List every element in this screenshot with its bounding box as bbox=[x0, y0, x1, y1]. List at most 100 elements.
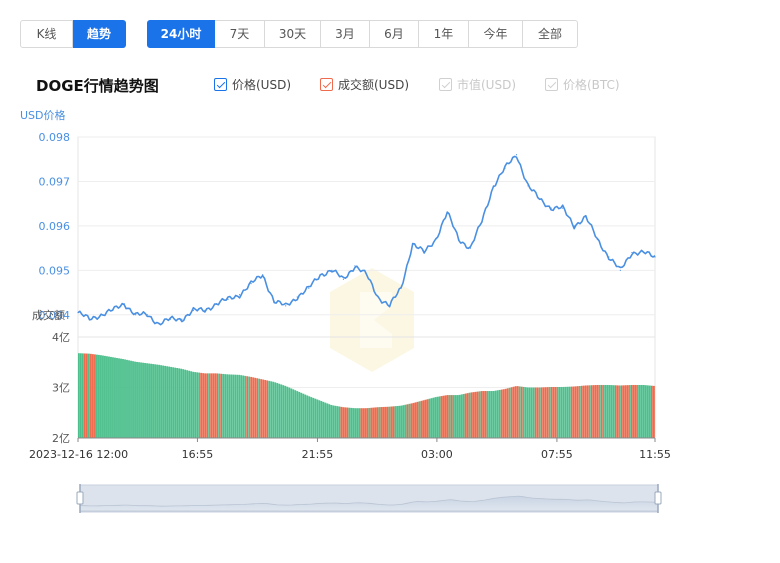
tab-kline[interactable]: K线 bbox=[20, 20, 73, 48]
price-line-layer bbox=[77, 154, 656, 326]
volume-bar bbox=[470, 392, 473, 438]
volume-bar bbox=[584, 385, 587, 438]
volume-bar bbox=[496, 390, 499, 438]
volume-bar bbox=[294, 390, 297, 438]
volume-bar bbox=[96, 354, 98, 438]
volume-bar bbox=[430, 398, 433, 438]
volume-bar bbox=[270, 381, 273, 438]
volume-bar bbox=[106, 356, 108, 438]
price-point bbox=[112, 309, 114, 311]
volume-bar bbox=[304, 394, 307, 438]
volume-bars bbox=[78, 353, 655, 438]
price-point bbox=[377, 296, 379, 298]
price-point bbox=[135, 314, 137, 316]
volume-bar bbox=[200, 372, 203, 438]
volume-bar bbox=[138, 362, 140, 438]
volume-bar bbox=[324, 402, 327, 438]
volume-bar bbox=[604, 384, 607, 438]
tab-30d[interactable]: 30天 bbox=[265, 20, 321, 48]
x-tick-label: 16:55 bbox=[182, 448, 214, 461]
volume-bar bbox=[314, 398, 317, 438]
checkbox-icon bbox=[214, 78, 227, 91]
tab-7d[interactable]: 7天 bbox=[215, 20, 265, 48]
volume-bar bbox=[168, 366, 170, 438]
price-tick-label: 0.098 bbox=[39, 131, 71, 144]
volume-bar bbox=[234, 374, 237, 438]
price-point bbox=[596, 238, 598, 240]
volume-bar bbox=[554, 386, 557, 438]
volume-bar bbox=[158, 364, 160, 438]
volume-bar bbox=[292, 389, 295, 438]
price-point bbox=[77, 311, 79, 314]
price-point bbox=[365, 274, 368, 276]
price-point bbox=[527, 185, 529, 187]
volume-bar bbox=[494, 390, 497, 438]
volume-bar bbox=[196, 372, 199, 438]
price-point bbox=[608, 256, 610, 258]
tab-all[interactable]: 全部 bbox=[523, 20, 578, 48]
volume-bar bbox=[550, 386, 553, 438]
volume-bar bbox=[290, 388, 293, 438]
legend-market-cap-usd[interactable]: 市值(USD) bbox=[439, 76, 516, 93]
volume-bar bbox=[124, 359, 126, 438]
volume-bar bbox=[122, 359, 124, 438]
price-point bbox=[215, 303, 218, 305]
volume-bar bbox=[580, 385, 583, 438]
volume-bar bbox=[344, 407, 347, 438]
volume-bar bbox=[626, 385, 629, 438]
tab-1y[interactable]: 1年 bbox=[419, 20, 469, 48]
volume-bar bbox=[632, 384, 635, 438]
legend-price-btc[interactable]: 价格(BTC) bbox=[545, 76, 620, 93]
legend-price-usd[interactable]: 价格(USD) bbox=[214, 76, 291, 93]
volume-bar bbox=[622, 385, 625, 438]
volume-bar bbox=[434, 397, 437, 438]
x-tick-label: 03:00 bbox=[421, 448, 453, 461]
volume-bar bbox=[518, 386, 521, 438]
volume-bar bbox=[166, 366, 168, 438]
volume-tick-label: 2亿 bbox=[52, 432, 70, 445]
view-mode-tabs: K线 趋势 bbox=[20, 20, 126, 48]
legend-volume-usd[interactable]: 成交额(USD) bbox=[320, 76, 409, 93]
volume-bar bbox=[152, 364, 154, 438]
volume-bar bbox=[170, 366, 173, 438]
tab-ytd[interactable]: 今年 bbox=[469, 20, 523, 48]
volume-bar bbox=[296, 391, 299, 438]
volume-bar bbox=[442, 395, 445, 438]
tab-6m[interactable]: 6月 bbox=[370, 20, 419, 48]
volume-bar bbox=[248, 376, 251, 438]
price-point bbox=[342, 278, 345, 280]
tab-trend[interactable]: 趋势 bbox=[73, 20, 126, 48]
volume-bar bbox=[156, 364, 158, 438]
tab-24h[interactable]: 24小时 bbox=[147, 20, 215, 48]
volume-bar bbox=[548, 387, 551, 438]
volume-bar bbox=[618, 385, 621, 438]
volume-bar bbox=[354, 408, 357, 438]
volume-bar bbox=[346, 407, 349, 438]
price-point bbox=[192, 309, 194, 311]
tab-3m[interactable]: 3月 bbox=[321, 20, 370, 48]
volume-bar bbox=[534, 387, 537, 438]
volume-bar bbox=[504, 388, 507, 438]
volume-bar bbox=[84, 353, 86, 438]
volume-bar bbox=[236, 374, 239, 438]
volume-bar bbox=[280, 384, 283, 438]
volume-bar bbox=[132, 361, 134, 438]
volume-bar bbox=[564, 386, 567, 438]
volume-bar bbox=[218, 373, 221, 438]
volume-bar bbox=[274, 382, 277, 438]
data-zoom-navigator[interactable] bbox=[76, 484, 662, 513]
volume-bar bbox=[186, 370, 189, 438]
volume-bar bbox=[150, 363, 152, 438]
price-point bbox=[273, 300, 275, 303]
volume-bar bbox=[414, 402, 417, 438]
volume-bar bbox=[320, 401, 323, 438]
volume-bar bbox=[310, 397, 313, 438]
navigator-handle-right[interactable] bbox=[654, 484, 662, 513]
checkbox-icon bbox=[439, 78, 452, 91]
volume-bar bbox=[500, 389, 503, 438]
navigator-handle-left[interactable] bbox=[76, 484, 84, 513]
price-point bbox=[562, 207, 564, 209]
checkbox-icon bbox=[545, 78, 558, 91]
price-point bbox=[146, 314, 148, 316]
